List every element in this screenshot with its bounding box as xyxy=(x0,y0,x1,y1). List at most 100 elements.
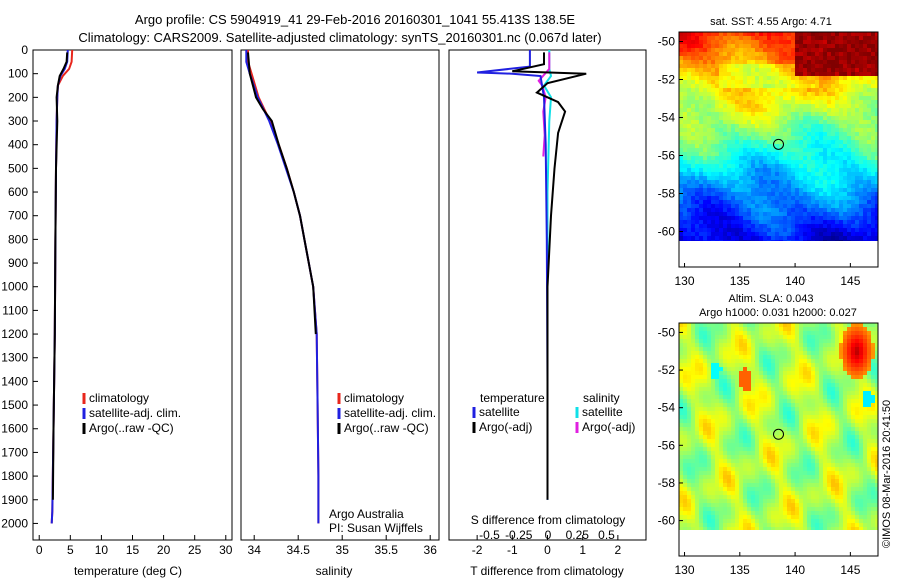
sst-cell xyxy=(683,172,688,177)
sla-cell xyxy=(871,407,876,412)
sla-cell xyxy=(855,359,860,364)
sst-cell xyxy=(787,120,792,125)
sla-cell xyxy=(711,491,716,496)
sla-cell xyxy=(747,387,752,392)
sst-cell xyxy=(679,80,684,85)
sst-cell xyxy=(735,56,740,61)
sla-cell xyxy=(831,471,836,476)
sst-cell xyxy=(719,124,724,129)
sst-cell xyxy=(695,156,700,161)
sst-cell xyxy=(855,80,860,85)
sst-cell xyxy=(871,112,876,117)
sla-cell xyxy=(735,475,740,480)
sla-cell xyxy=(691,395,696,400)
sla-cell xyxy=(723,399,728,404)
sla-cell xyxy=(731,423,736,428)
sla-cell xyxy=(855,367,860,372)
sla-cell xyxy=(823,363,828,368)
sst-cell xyxy=(819,192,824,197)
sst-cell xyxy=(743,124,748,129)
sla-cell xyxy=(771,479,776,484)
sst-cell xyxy=(867,156,872,161)
sst-cell xyxy=(779,112,784,117)
sst-cell xyxy=(759,68,764,73)
sst-cell xyxy=(835,80,840,85)
sst-cell xyxy=(775,116,780,121)
sst-cell xyxy=(699,160,704,165)
sla-cell xyxy=(827,487,832,492)
sst-cell xyxy=(791,236,796,241)
sla-cell xyxy=(703,383,708,388)
sla-cell xyxy=(795,371,800,376)
sst-cell xyxy=(695,172,700,177)
sst-cell xyxy=(791,92,796,97)
sst-cell xyxy=(751,152,756,157)
sla-cell xyxy=(679,487,684,492)
temp-x-tick-label-2: 10 xyxy=(95,543,109,557)
sla-cell xyxy=(795,455,800,460)
sla-cell xyxy=(827,399,832,404)
sst-cell xyxy=(815,116,820,121)
sst-cell xyxy=(835,144,840,149)
sla-cell xyxy=(763,467,768,472)
sst-cell xyxy=(875,64,878,69)
sla-cell xyxy=(843,371,848,376)
sla-cell xyxy=(847,339,852,344)
sla-cell xyxy=(807,491,812,496)
sla-cell xyxy=(715,351,720,356)
sla-cell xyxy=(751,395,756,400)
sla-cell xyxy=(703,331,708,336)
sla-cell xyxy=(835,323,840,328)
sla-cell xyxy=(751,419,756,424)
sla-cell xyxy=(863,343,868,348)
sst-cell xyxy=(775,188,780,193)
sla-cell xyxy=(739,463,744,468)
sst-cell xyxy=(755,120,760,125)
sla-cell xyxy=(695,419,700,424)
sla-cell xyxy=(815,451,820,456)
sst-cell xyxy=(831,228,836,233)
sla-cell xyxy=(819,479,824,484)
sst-cell xyxy=(711,32,716,37)
sst-cell xyxy=(819,76,824,81)
sla-cell xyxy=(787,331,792,336)
sst-cell xyxy=(827,184,832,189)
sst-cell xyxy=(855,184,860,189)
sst-cell xyxy=(767,64,772,69)
sst-cell xyxy=(863,140,868,145)
sla-cell xyxy=(815,463,820,468)
sst-cell xyxy=(755,68,760,73)
sla-cell xyxy=(715,431,720,436)
sla-cell xyxy=(691,483,696,488)
sst-cell xyxy=(827,188,832,193)
sla-cell xyxy=(823,355,828,360)
sla-cell xyxy=(691,471,696,476)
sst-cell xyxy=(811,100,816,105)
sla-cell xyxy=(779,391,784,396)
sla-cell xyxy=(791,375,796,380)
sla-cell xyxy=(851,419,856,424)
sst-cell xyxy=(759,112,764,117)
sst-cell xyxy=(727,108,732,113)
sst-cell xyxy=(707,68,712,73)
sla-cell xyxy=(871,391,876,396)
sst-cell xyxy=(827,136,832,141)
sst-cell xyxy=(871,192,876,197)
figure-subtitle: Climatology: CARS2009. Satellite-adjuste… xyxy=(78,30,601,45)
sla-cell xyxy=(731,387,736,392)
sla-cell xyxy=(819,347,824,352)
sla-cell xyxy=(703,451,708,456)
sla-cell xyxy=(791,455,796,460)
sla-cell xyxy=(691,443,696,448)
depth-tick-label-16: 1600 xyxy=(1,422,28,436)
sst-cell xyxy=(875,228,878,233)
sst-cell xyxy=(683,136,688,141)
sst-cell xyxy=(691,220,696,225)
sla-cell xyxy=(831,387,836,392)
sla-cell xyxy=(827,447,832,452)
sst-cell xyxy=(723,196,728,201)
sst-cell xyxy=(795,168,800,173)
sst-cell xyxy=(731,64,736,69)
sla-cell xyxy=(755,327,760,332)
sst-cell xyxy=(703,164,708,169)
